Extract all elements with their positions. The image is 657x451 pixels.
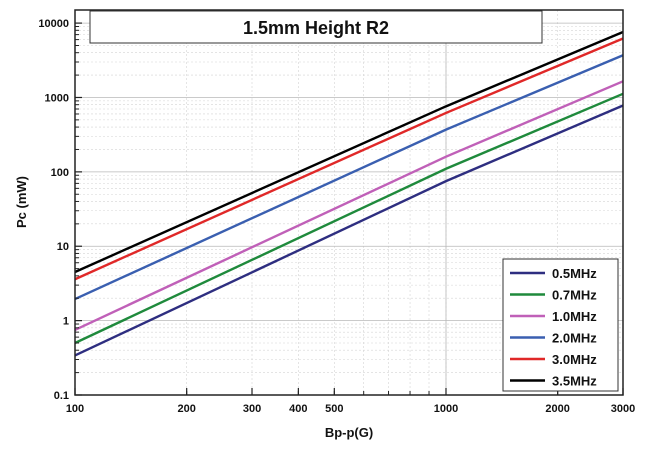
legend-label-0.7MHz: 0.7MHz: [552, 288, 597, 303]
y-tick-label: 1: [63, 316, 69, 328]
series-line-0.7MHz: [74, 92, 624, 345]
chart-title: 1.5mm Height R2: [243, 18, 389, 38]
series-line-0.5MHz: [74, 104, 624, 357]
y-tick-label: 100: [51, 167, 69, 179]
y-tick-label: 1000: [45, 92, 69, 104]
series-line-3.5MHz: [74, 30, 624, 274]
x-tick-label: 2000: [545, 403, 569, 415]
series-line-2.0MHz: [74, 54, 624, 301]
series-line-3.0MHz: [74, 37, 624, 281]
x-tick-label: 400: [289, 403, 307, 415]
series-line-1.0MHz: [74, 80, 624, 331]
axis-ticks: [74, 22, 624, 396]
legend-label-1.0MHz: 1.0MHz: [552, 309, 597, 324]
plot-frame: [74, 9, 624, 396]
legend-label-2.0MHz: 2.0MHz: [552, 331, 597, 346]
x-axis-title: Bp-p(G): [325, 425, 373, 440]
x-tick-label: 1000: [434, 403, 458, 415]
series-lines: [74, 30, 624, 357]
y-tick-label: 0.1: [54, 390, 69, 402]
x-tick-label: 100: [66, 403, 84, 415]
legend-label-3.5MHz: 3.5MHz: [552, 374, 597, 389]
x-tick-label: 300: [243, 403, 261, 415]
legend-label-0.5MHz: 0.5MHz: [552, 266, 597, 281]
tick-labels: 0.1 1 10 100 1000 10000 100 200 300 400 500 1000 200…: [38, 18, 635, 415]
legend-label-3.0MHz: 3.0MHz: [552, 352, 597, 367]
x-tick-label: 500: [325, 403, 343, 415]
y-tick-label: 10000: [38, 18, 69, 30]
x-tick-label: 3000: [611, 403, 635, 415]
title-box: 1.5mm Height R2: [89, 10, 543, 44]
y-axis-title: Pc (mW): [14, 176, 29, 228]
y-tick-label: 10: [57, 241, 69, 253]
x-tick-label: 200: [178, 403, 196, 415]
legend: 0.5MHz 0.7MHz 1.0MHz 2.0MHz 3.0MHz 3.5MHz: [502, 258, 619, 392]
